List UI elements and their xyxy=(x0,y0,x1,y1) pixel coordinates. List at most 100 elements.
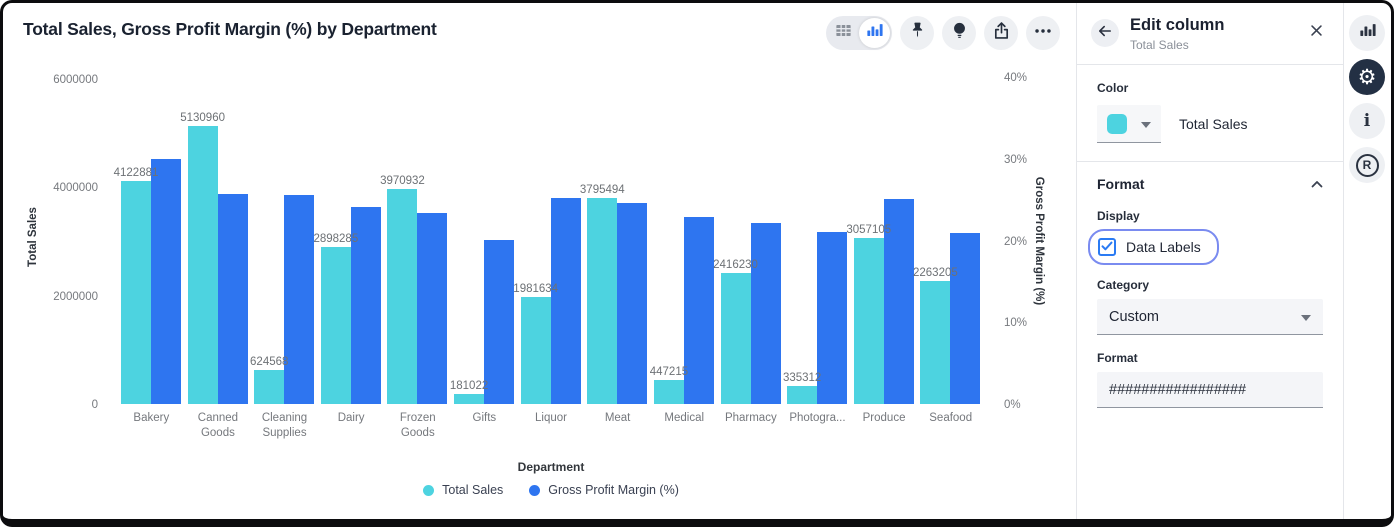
bar-canned-goods-total-sales[interactable] xyxy=(187,126,218,404)
x-axis-label: Pharmacy xyxy=(724,412,777,424)
chart-title: Total Sales, Gross Profit Margin (%) by … xyxy=(23,19,437,39)
bar-chart-icon xyxy=(1358,21,1377,45)
chart-toolbar xyxy=(826,16,1060,50)
x-axis-label: Canned Goods xyxy=(197,412,239,439)
bar-liquor-gross-profit-margin[interactable] xyxy=(550,198,581,404)
y-axis-right-tick: 10% xyxy=(1004,317,1028,330)
data-label: 5130960 xyxy=(180,112,225,125)
x-axis-label: Produce xyxy=(862,412,906,424)
bar-chart-icon xyxy=(865,21,884,45)
bar-photogra-total-sales[interactable] xyxy=(787,385,818,404)
chart-area: Total Sales, Gross Profit Margin (%) by … xyxy=(3,3,1076,519)
color-series-name: Total Sales xyxy=(1179,116,1248,132)
bar-cleaning-supplies-total-sales[interactable] xyxy=(254,370,285,404)
bar-cleaning-supplies-gross-profit-margin[interactable] xyxy=(284,194,315,404)
format-section-header: Format xyxy=(1097,175,1323,193)
legend-dot xyxy=(423,484,435,496)
y-axis-right-tick: 20% xyxy=(1004,235,1028,248)
bar-gifts-total-sales[interactable] xyxy=(454,394,485,404)
lightbulb-button[interactable] xyxy=(942,16,976,50)
rail-info-button[interactable]: i xyxy=(1349,103,1385,139)
close-icon xyxy=(1310,24,1323,41)
ellipsis-icon xyxy=(1032,20,1054,47)
format-input[interactable] xyxy=(1097,372,1323,408)
category-select[interactable]: Custom xyxy=(1097,299,1323,335)
data-label: 624568 xyxy=(250,356,289,369)
share-button[interactable] xyxy=(984,16,1018,50)
bar-produce-total-sales[interactable] xyxy=(853,238,884,404)
color-label: Color xyxy=(1097,81,1129,95)
y-axis-left-title: Total Sales xyxy=(27,207,39,267)
more-options-button[interactable] xyxy=(1026,16,1060,50)
bar-seafood-total-sales[interactable] xyxy=(920,281,951,404)
legend-item: Gross Profit Margin (%) xyxy=(529,483,679,497)
rail-settings-button[interactable]: ⚙ xyxy=(1349,59,1385,95)
edit-column-panel: Edit column Total Sales Color Total Sale… xyxy=(1076,3,1343,519)
bar-bakery-gross-profit-margin[interactable] xyxy=(151,158,181,404)
bar-bakery-total-sales[interactable] xyxy=(121,180,151,404)
bar-meat-total-sales[interactable] xyxy=(587,198,618,404)
bar-medical-gross-profit-margin[interactable] xyxy=(683,216,714,404)
chart-legend: Total Sales Gross Profit Margin (%) xyxy=(118,483,984,497)
color-swatch-select[interactable] xyxy=(1097,105,1161,143)
data-labels-checkbox[interactable] xyxy=(1098,238,1116,256)
x-axis-label: Dairy xyxy=(337,412,365,424)
format-label: Format xyxy=(1097,351,1138,365)
bar-produce-gross-profit-margin[interactable] xyxy=(883,198,914,404)
checkmark-icon xyxy=(1101,238,1113,256)
divider xyxy=(1077,161,1343,162)
table-view-toggle[interactable] xyxy=(828,18,859,48)
data-label: 2263205 xyxy=(912,267,958,280)
y-axis-left-tick: 2000000 xyxy=(53,290,98,303)
close-button[interactable] xyxy=(1304,16,1329,50)
rail-chart-button[interactable] xyxy=(1349,15,1385,51)
panel-title: Edit column xyxy=(1130,16,1225,34)
back-button[interactable] xyxy=(1091,19,1119,47)
bar-seafood-gross-profit-margin[interactable] xyxy=(950,233,981,404)
data-label: 1981634 xyxy=(513,282,559,295)
x-axis-label: Seafood xyxy=(929,412,973,424)
bar-pharmacy-total-sales[interactable] xyxy=(720,273,751,404)
share-icon xyxy=(991,20,1012,46)
legend-item: Total Sales xyxy=(423,483,503,497)
x-axis-label: Meat xyxy=(604,412,631,424)
bar-meat-gross-profit-margin[interactable] xyxy=(617,202,648,404)
bar-dairy-gross-profit-margin[interactable] xyxy=(350,206,381,404)
bar-gifts-gross-profit-margin[interactable] xyxy=(484,239,515,404)
data-label: 335312 xyxy=(782,371,822,384)
category-label: Category xyxy=(1097,278,1150,292)
r-logo-icon: R xyxy=(1355,153,1379,177)
color-swatch xyxy=(1107,113,1127,134)
x-axis-label: Frozen Goods xyxy=(399,412,436,439)
format-section-title: Format xyxy=(1097,176,1145,192)
plot-area: 0 2000000 4000000 6000000 0% 10% 20% 30% 40% 4122… xyxy=(53,70,1027,439)
rail-r-button[interactable]: R xyxy=(1349,147,1385,183)
x-axis-label: Liquor xyxy=(535,412,567,424)
bar-photogra-gross-profit-margin[interactable] xyxy=(817,232,848,404)
bar-liquor-total-sales[interactable] xyxy=(520,296,551,404)
caret-down-icon xyxy=(1301,309,1311,325)
chart-view-toggle[interactable] xyxy=(859,18,890,48)
bar-medical-total-sales[interactable] xyxy=(653,379,684,404)
bar-canned-goods-gross-profit-margin[interactable] xyxy=(217,193,248,404)
bar-pharmacy-gross-profit-margin[interactable] xyxy=(750,222,781,404)
x-axis-label: Cleaning Supplies xyxy=(261,412,308,439)
data-label: 447215 xyxy=(649,365,689,378)
collapse-section-button[interactable] xyxy=(1311,175,1323,193)
arrow-left-icon xyxy=(1097,23,1113,44)
caret-down-icon xyxy=(1141,115,1151,133)
category-select-value: Custom xyxy=(1109,308,1159,325)
display-label: Display xyxy=(1097,209,1140,223)
bar-frozen-goods-gross-profit-margin[interactable] xyxy=(417,212,448,404)
data-label: 2416230 xyxy=(713,259,758,272)
bar-dairy-total-sales[interactable] xyxy=(320,247,351,404)
info-icon: i xyxy=(1363,111,1371,131)
pin-icon xyxy=(907,20,928,46)
y-axis-right-tick: 0% xyxy=(1004,399,1021,411)
data-label: 3970932 xyxy=(380,174,425,187)
pin-button[interactable] xyxy=(900,16,934,50)
data-label: 2898285 xyxy=(313,233,359,246)
bar-frozen-goods-total-sales[interactable] xyxy=(387,188,418,404)
data-label: 3057105 xyxy=(846,224,892,237)
